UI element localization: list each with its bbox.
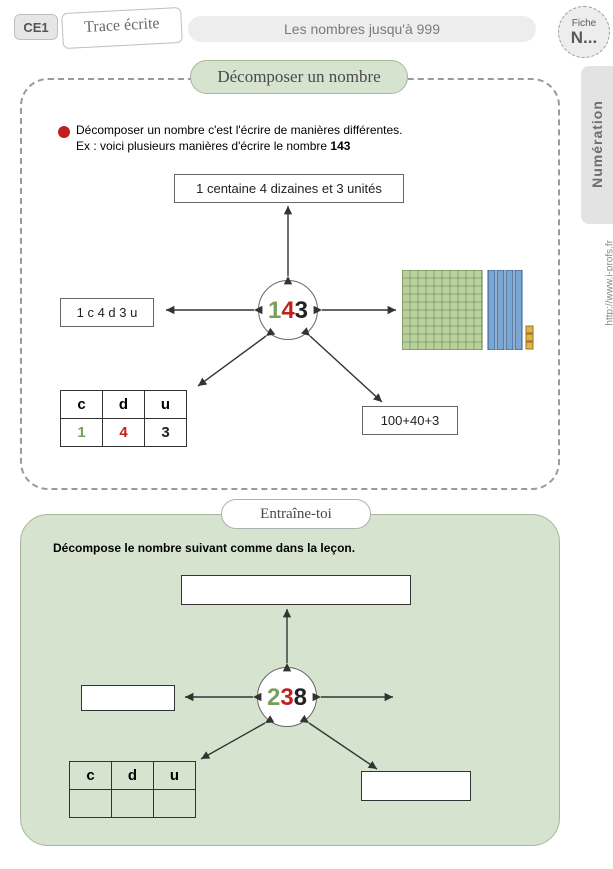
intro-line2-prefix: Ex : voici plusieurs manières d'écrire l… [76,139,330,153]
practice-cdu-val-d[interactable] [112,790,154,818]
lesson-title: Décomposer un nombre [190,60,408,94]
cdu-val-c: 1 [61,419,103,447]
cdu-val-d: 4 [103,419,145,447]
center-hundreds: 1 [268,297,281,324]
cdu-header-d: d [103,391,145,419]
decomp-abbrev-box: 1 c 4 d 3 u [60,298,154,327]
practice-cdu-table: c d u [69,761,196,818]
decomp-sum-box: 100+40+3 [362,406,458,435]
blank-abbrev-box[interactable] [81,685,175,711]
fiche-number: N... [559,31,609,45]
decomp-words-box: 1 centaine 4 dizaines et 3 unités [174,174,404,203]
blank-sum-box[interactable] [361,771,471,801]
grade-badge: CE1 [14,14,58,40]
practice-cdu-c: c [70,762,112,790]
center-tens: 4 [281,297,294,324]
lesson-intro: Décomposer un nombre c'est l'écrire de m… [76,122,526,154]
practice-cdu-val-u[interactable] [154,790,196,818]
blank-words-box[interactable] [181,575,411,605]
practice-instruction: Décompose le nombre suivant comme dans l… [53,541,355,555]
cdu-header-c: c [61,391,103,419]
practice-cdu-val-c[interactable] [70,790,112,818]
intro-number: 143 [330,139,350,153]
trace-ecrite-badge: Trace écrite [61,7,183,49]
side-tab-numeration: Numération [581,66,613,224]
practice-cdu-d: d [112,762,154,790]
practice-cdu-u: u [154,762,196,790]
practice-hundreds: 2 [267,684,280,711]
source-url: http://www.i-profs.fr [605,240,613,326]
lesson-panel: Décomposer un nombre Décomposer un nombr… [20,78,560,490]
practice-units: 8 [294,684,307,711]
practice-title: Entraîne-toi [221,499,371,529]
cdu-table: c d u 1 4 3 [60,390,187,447]
intro-line1: Décomposer un nombre c'est l'écrire de m… [76,123,403,137]
page-title: Les nombres jusqu'à 999 [188,16,536,42]
base-ten-blocks [402,270,542,350]
practice-center-number: 238 [257,667,317,727]
cdu-val-u: 3 [145,419,187,447]
worksheet-page: CE1 Trace écrite Les nombres jusqu'à 999… [0,0,613,869]
bullet-icon [58,126,70,138]
practice-tens: 3 [280,684,293,711]
practice-panel: Entraîne-toi Décompose le nombre suivant… [20,514,560,846]
fiche-badge: Fiche N... [558,6,610,58]
cdu-header-u: u [145,391,187,419]
side-tab-label: Numération [589,66,605,222]
center-number: 143 [258,280,318,340]
center-units: 3 [295,297,308,324]
